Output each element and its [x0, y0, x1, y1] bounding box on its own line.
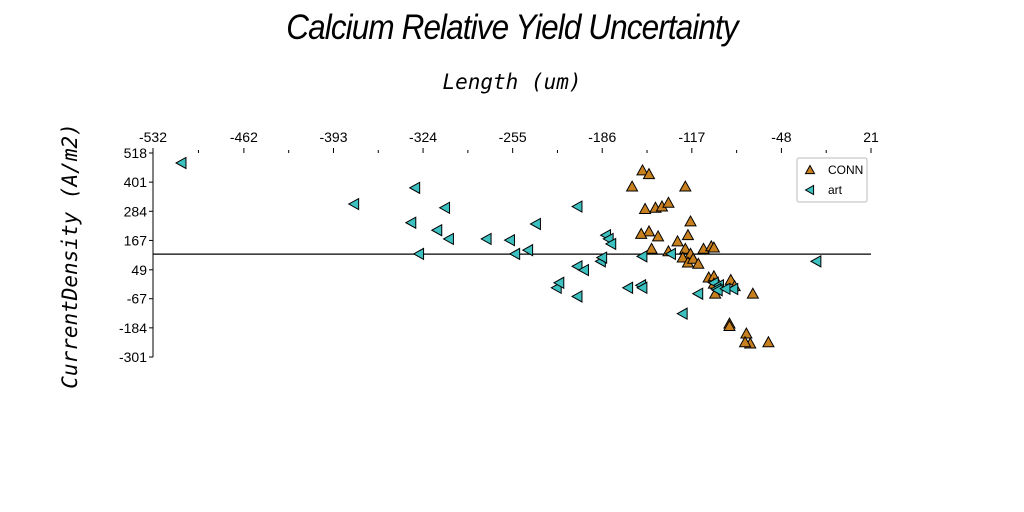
- art-point: [442, 232, 454, 246]
- art-point: [552, 276, 565, 290]
- y-tick-label: 49: [131, 262, 147, 278]
- x-tick-label: -48: [771, 129, 791, 145]
- conn-point: [678, 242, 692, 254]
- conn-point: [678, 180, 692, 192]
- art-point: [809, 255, 822, 268]
- conn-point: [723, 319, 736, 332]
- art-point: [404, 216, 417, 230]
- x-tick-label: -186: [588, 129, 616, 145]
- y-tick-label: -67: [127, 291, 147, 307]
- art-point: [691, 287, 704, 301]
- x-tick-label: -532: [139, 129, 167, 145]
- legend: CONN art: [796, 157, 868, 203]
- x-tick-label: -117: [678, 129, 705, 145]
- art-point: [347, 197, 360, 211]
- conn-point: [746, 287, 760, 299]
- art-point: [726, 282, 739, 296]
- art-point: [571, 200, 583, 213]
- conn-point: [662, 196, 675, 208]
- conn-point: [762, 335, 775, 348]
- art-point: [438, 201, 451, 215]
- x-tick-label: -462: [230, 129, 258, 145]
- chart-title: Calcium Relative Yield Uncertainty: [286, 8, 738, 47]
- legend-marker: [804, 164, 816, 175]
- conn-point: [740, 327, 753, 339]
- x-tick-label: -393: [319, 129, 347, 145]
- x-tick-label: 21: [863, 129, 879, 145]
- art-point: [577, 263, 589, 277]
- conn-point: [691, 257, 705, 269]
- conn-point: [651, 229, 665, 242]
- art-point: [621, 281, 634, 295]
- conn-point: [738, 335, 752, 348]
- art-point: [571, 290, 583, 303]
- legend-marker: [804, 184, 815, 196]
- y-tick-label: 167: [124, 232, 148, 248]
- conn-point: [642, 224, 656, 237]
- axes: 518 401 284 167 49 -67 -184 -301 -532 -462 -393 -32…: [119, 129, 879, 365]
- art-point: [480, 232, 492, 246]
- conn-point: [638, 202, 652, 214]
- conn-point: [686, 252, 700, 264]
- legend-label: CONN: [828, 163, 863, 177]
- y-tick-label: 401: [124, 174, 148, 190]
- conn-point: [676, 251, 690, 263]
- x-tick-label: -324: [409, 129, 437, 145]
- art-point: [430, 223, 443, 237]
- art-point: [595, 251, 608, 264]
- art-point: [604, 237, 617, 251]
- y-tick-label: 284: [124, 203, 148, 219]
- art-point: [412, 247, 425, 261]
- conn-point: [681, 228, 695, 241]
- art-point: [719, 282, 731, 296]
- art-point: [175, 156, 187, 170]
- conn-point: [636, 163, 649, 176]
- art-point: [529, 217, 541, 231]
- conn-point: [684, 214, 697, 227]
- conn-point: [625, 180, 639, 192]
- data-points: [175, 156, 822, 349]
- y-tick-label: -301: [119, 349, 147, 365]
- conn-point: [645, 242, 658, 254]
- conn-point: [707, 241, 721, 253]
- y-tick-label: -184: [119, 320, 147, 336]
- conn-point: [671, 234, 684, 247]
- y-tick-label: 518: [124, 145, 148, 161]
- x-axis-label: Length (um): [442, 70, 582, 94]
- legend-label: art: [828, 183, 843, 197]
- art-point: [664, 247, 676, 261]
- legend-box: [796, 157, 868, 203]
- art-point: [521, 243, 534, 257]
- conn-point: [634, 227, 648, 239]
- art-point: [508, 247, 521, 261]
- art-point: [635, 281, 648, 295]
- x-tick-label: -255: [499, 129, 527, 145]
- art-point: [635, 250, 648, 263]
- art-point: [676, 307, 688, 321]
- conn-point: [642, 167, 656, 180]
- art-point: [408, 181, 421, 195]
- art-point: [503, 233, 515, 247]
